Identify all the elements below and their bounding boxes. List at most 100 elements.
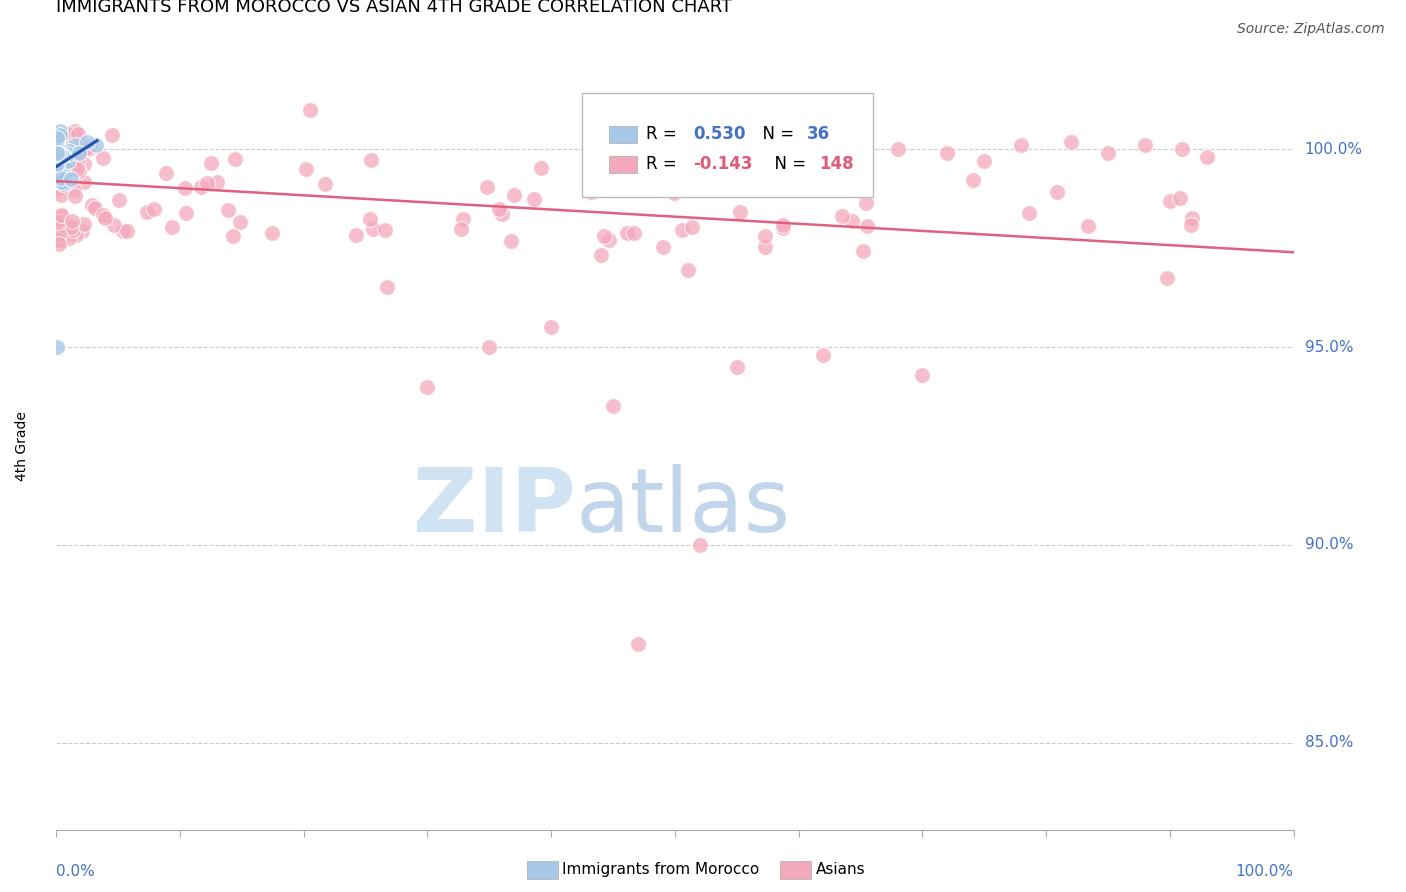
Point (65, 228, 87, 243)
Point (451, 211, 474, 226)
Point (46, 156, 69, 170)
Point (155, 166, 177, 180)
Text: 100.0%: 100.0% (1236, 864, 1294, 880)
Point (103, 219, 125, 233)
Point (58, 127, 80, 141)
Point (1180, 219, 1202, 233)
Point (727, 174, 749, 188)
Point (1077, 219, 1099, 233)
Point (224, 153, 246, 167)
Point (48, 164, 70, 178)
Point (344, 228, 367, 243)
Text: 85.0%: 85.0% (1305, 735, 1353, 750)
Point (361, 222, 384, 236)
Text: 148: 148 (820, 155, 855, 173)
Point (49, 128, 72, 142)
Point (77, 142, 100, 156)
Point (66, 137, 89, 152)
Point (53, 214, 76, 228)
Point (46, 140, 69, 154)
Point (108, 193, 131, 207)
Point (450, 222, 472, 236)
Text: -0.143: -0.143 (693, 155, 754, 173)
Point (681, 220, 703, 235)
Point (852, 244, 875, 259)
Point (593, 229, 616, 244)
Point (623, 226, 645, 240)
Text: IMMIGRANTS FROM MOROCCO VS ASIAN 4TH GRADE CORRELATION CHART: IMMIGRANTS FROM MOROCCO VS ASIAN 4TH GRA… (56, 0, 733, 16)
Point (662, 186, 685, 200)
Point (502, 187, 524, 202)
Point (831, 209, 853, 223)
Point (682, 172, 704, 186)
Point (66, 153, 89, 167)
Point (46, 218, 69, 232)
Point (45, 340, 67, 354)
Point (48, 155, 70, 169)
Point (48, 147, 70, 161)
Point (671, 223, 693, 237)
Text: Asians: Asians (815, 863, 865, 877)
Point (115, 224, 138, 238)
Point (46, 145, 69, 160)
Point (56, 147, 79, 161)
Point (1046, 186, 1069, 200)
Text: R =: R = (647, 155, 682, 173)
Point (46, 133, 69, 147)
Point (360, 153, 382, 167)
Point (51, 215, 73, 229)
Point (627, 637, 650, 651)
Point (1156, 271, 1178, 285)
Point (1010, 138, 1032, 153)
Point (523, 192, 546, 206)
Point (711, 103, 734, 117)
Point (488, 202, 510, 216)
Point (229, 214, 252, 228)
Point (82, 198, 104, 212)
Point (375, 280, 398, 294)
Text: 4th Grade: 4th Grade (14, 411, 28, 481)
Point (174, 206, 197, 220)
Point (46, 214, 69, 228)
Point (67, 146, 90, 161)
Point (475, 180, 498, 194)
Point (51, 225, 73, 239)
Point (48, 144, 70, 158)
Point (91, 208, 114, 222)
Point (46, 233, 69, 247)
Point (51, 149, 73, 163)
Point (58, 231, 80, 245)
Text: 90.0%: 90.0% (1305, 537, 1353, 552)
Point (1195, 150, 1218, 164)
Point (190, 180, 212, 194)
Point (359, 212, 381, 227)
Point (962, 173, 984, 187)
Point (46, 130, 69, 145)
Point (772, 218, 794, 232)
Point (58, 144, 80, 158)
Point (598, 233, 620, 247)
Text: Immigrants from Morocco: Immigrants from Morocco (562, 863, 759, 877)
Point (73, 217, 96, 231)
Point (195, 176, 218, 190)
Point (1018, 205, 1040, 219)
Point (46, 220, 69, 235)
Point (59, 219, 82, 234)
Point (374, 222, 396, 236)
Point (46, 182, 69, 196)
Point (1171, 143, 1194, 157)
Point (262, 227, 284, 241)
Text: 36: 36 (807, 125, 831, 144)
Point (314, 177, 336, 191)
Point (45, 133, 67, 147)
Point (73, 175, 96, 189)
Text: R =: R = (647, 125, 682, 144)
Point (1159, 194, 1181, 209)
Point (48, 227, 70, 241)
Point (62, 223, 84, 237)
Point (174, 180, 197, 194)
Point (754, 229, 776, 244)
Point (135, 205, 157, 219)
Point (76, 135, 98, 149)
Point (478, 340, 501, 354)
